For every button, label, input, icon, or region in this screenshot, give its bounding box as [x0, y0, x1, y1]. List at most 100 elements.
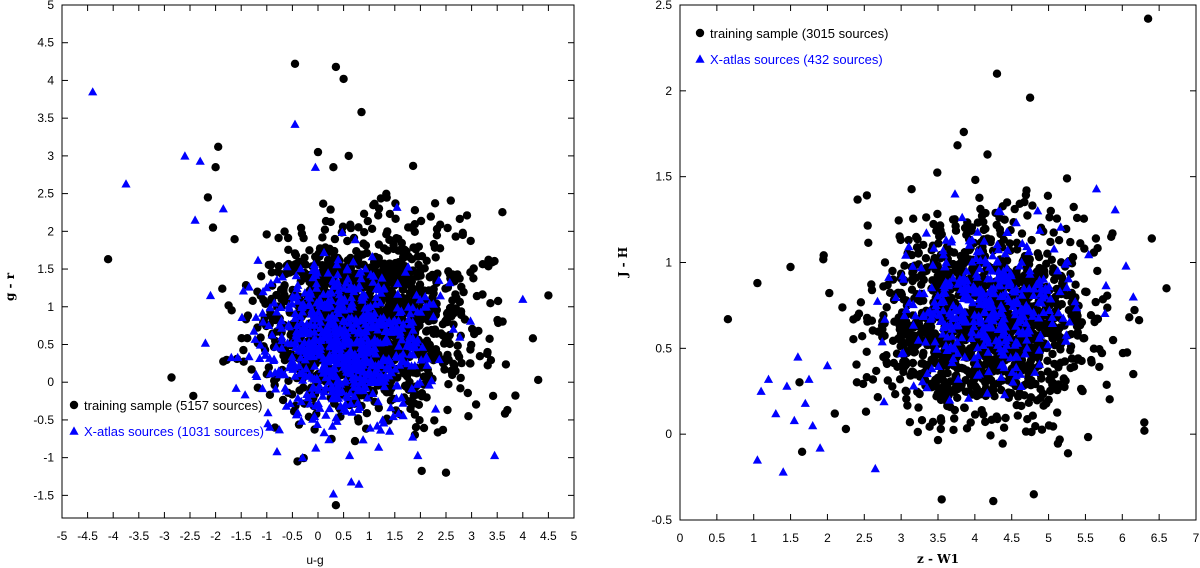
data-point: [938, 288, 948, 297]
data-point: [884, 272, 894, 281]
data-point: [989, 380, 998, 390]
data-point: [377, 273, 387, 282]
data-point: [358, 360, 368, 369]
data-point: [1033, 206, 1043, 215]
data-point: [882, 303, 891, 312]
data-point: [984, 262, 995, 271]
data-point: [307, 389, 317, 398]
data-point: [957, 312, 967, 321]
data-point: [426, 212, 435, 221]
data-point: [993, 414, 1002, 424]
data-point: [280, 227, 289, 236]
data-point: [408, 350, 418, 359]
data-point: [966, 333, 976, 342]
data-point: [385, 295, 394, 304]
data-point: [270, 376, 279, 385]
data-point: [1028, 290, 1039, 299]
data-point: [328, 392, 338, 401]
data-point: [208, 223, 218, 232]
data-point: [240, 390, 250, 399]
data-point: [987, 301, 997, 310]
data-point: [1035, 225, 1045, 234]
data-point: [394, 246, 403, 255]
data-point: [428, 271, 437, 280]
data-point: [913, 235, 922, 244]
data-point: [1013, 245, 1022, 254]
x-tick-label: 4.5: [1003, 531, 1020, 545]
data-point: [276, 302, 286, 311]
data-point: [983, 150, 992, 159]
data-point: [265, 390, 275, 399]
data-point: [431, 345, 440, 354]
data-point: [323, 357, 333, 366]
data-point: [347, 407, 357, 416]
data-point: [1041, 283, 1051, 293]
data-point: [453, 349, 462, 358]
data-point: [1022, 335, 1032, 344]
y-tick-label: 0.5: [37, 337, 54, 351]
data-point: [367, 360, 377, 369]
data-point: [1093, 244, 1102, 253]
data-point: [391, 393, 401, 403]
data-point: [882, 351, 891, 360]
data-point: [951, 226, 961, 235]
data-point: [786, 262, 795, 272]
data-point: [390, 364, 400, 373]
y-axis-title: J - H: [616, 247, 630, 278]
data-point: [1022, 186, 1031, 195]
data-point: [303, 393, 313, 402]
data-point: [1002, 227, 1012, 236]
data-point: [401, 279, 410, 289]
data-point: [370, 265, 379, 274]
data-point: [1079, 214, 1089, 223]
data-point: [800, 398, 810, 407]
legend: training sample (3015 sources) X-atlas so…: [695, 26, 888, 67]
data-point: [367, 224, 377, 233]
data-point: [999, 235, 1008, 244]
data-point: [305, 286, 315, 295]
data-point: [877, 337, 887, 346]
data-point: [916, 369, 925, 379]
data-point: [456, 307, 466, 316]
data-point: [294, 257, 303, 267]
data-point: [981, 378, 990, 387]
data-point: [301, 260, 310, 269]
data-point: [1002, 340, 1012, 349]
data-point: [1093, 266, 1102, 276]
data-point: [318, 261, 327, 270]
data-point: [346, 293, 356, 302]
data-point: [313, 314, 323, 323]
data-point: [953, 364, 962, 373]
data-point: [323, 268, 333, 277]
data-point: [962, 366, 971, 375]
data-point: [380, 326, 390, 335]
data-point: [231, 383, 241, 392]
data-point: [296, 353, 306, 362]
data-point: [984, 366, 994, 376]
data-point: [898, 348, 908, 357]
data-point: [975, 264, 985, 273]
data-point: [862, 347, 871, 356]
data-point: [778, 467, 788, 476]
data-point: [1108, 335, 1118, 345]
data-point: [756, 386, 766, 395]
data-point: [917, 376, 928, 386]
data-point: [312, 419, 322, 428]
data-point: [986, 431, 995, 440]
data-point: [1024, 246, 1034, 256]
data-point: [973, 351, 983, 360]
data-point: [909, 381, 919, 390]
x-tick-label: 4: [972, 531, 979, 545]
data-point: [267, 330, 277, 339]
data-point: [899, 357, 908, 367]
data-point: [395, 330, 405, 339]
data-point: [263, 408, 273, 417]
data-point: [988, 316, 999, 325]
data-point: [358, 435, 368, 444]
x-tick-label: 0.5: [335, 529, 352, 543]
data-point: [982, 388, 992, 397]
data-point: [233, 352, 243, 361]
data-point: [297, 229, 307, 238]
data-point: [955, 302, 965, 312]
data-point: [287, 352, 297, 361]
